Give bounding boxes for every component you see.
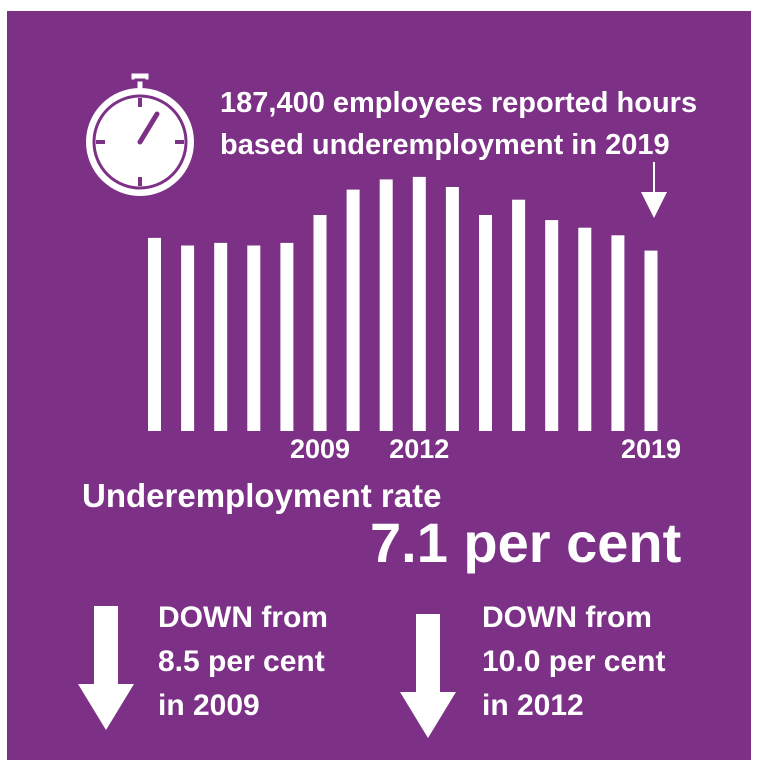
bar-2018 <box>611 235 625 431</box>
bar-2014 <box>479 215 492 431</box>
x-tick-label: 2012 <box>389 434 449 464</box>
bar-2006 <box>214 242 228 431</box>
bar-2010 <box>346 189 360 431</box>
bar-chart: 2009 2012 2019 <box>148 176 681 464</box>
comparison-2012: DOWN from 10.0 per cent in 2012 <box>482 596 665 728</box>
comparison-line: in 2009 <box>158 689 260 722</box>
comparison-line: 8.5 per cent <box>158 645 325 678</box>
bar-2015 <box>512 199 526 431</box>
bar-2007 <box>247 245 261 431</box>
bar-2017 <box>578 227 592 431</box>
comparison-line: in 2012 <box>482 689 584 722</box>
bar-2011 <box>379 179 393 431</box>
headline-line-1: 187,400 employees reported hours <box>220 87 698 119</box>
bar-2016 <box>545 220 559 431</box>
comparison-line: DOWN from <box>482 601 652 634</box>
x-tick-label: 2009 <box>290 434 350 464</box>
headline-line-2: based underemployment in 2019 <box>220 129 670 161</box>
rate-label: Underemployment rate <box>82 477 442 514</box>
down-arrow-icon <box>641 162 667 218</box>
bar-2019 <box>644 250 658 431</box>
x-tick-label: 2019 <box>621 434 681 464</box>
down-arrow-icon <box>78 606 134 730</box>
bar-2005 <box>181 245 195 431</box>
bar-2008 <box>280 242 294 431</box>
headline: 187,400 employees reported hours based u… <box>220 82 740 166</box>
rate-value: 7.1 per cent <box>370 511 682 574</box>
stopwatch-icon <box>86 70 194 196</box>
comparison-line: 10.0 per cent <box>482 645 666 678</box>
comparison-2009: DOWN from 8.5 per cent in 2009 <box>158 596 328 728</box>
bar-2009 <box>313 215 327 431</box>
bar-2012 <box>412 176 426 431</box>
comparison-line: DOWN from <box>158 601 328 634</box>
bar-2004 <box>148 237 161 431</box>
down-arrow-icon <box>400 614 456 738</box>
bar-2013 <box>445 187 459 431</box>
